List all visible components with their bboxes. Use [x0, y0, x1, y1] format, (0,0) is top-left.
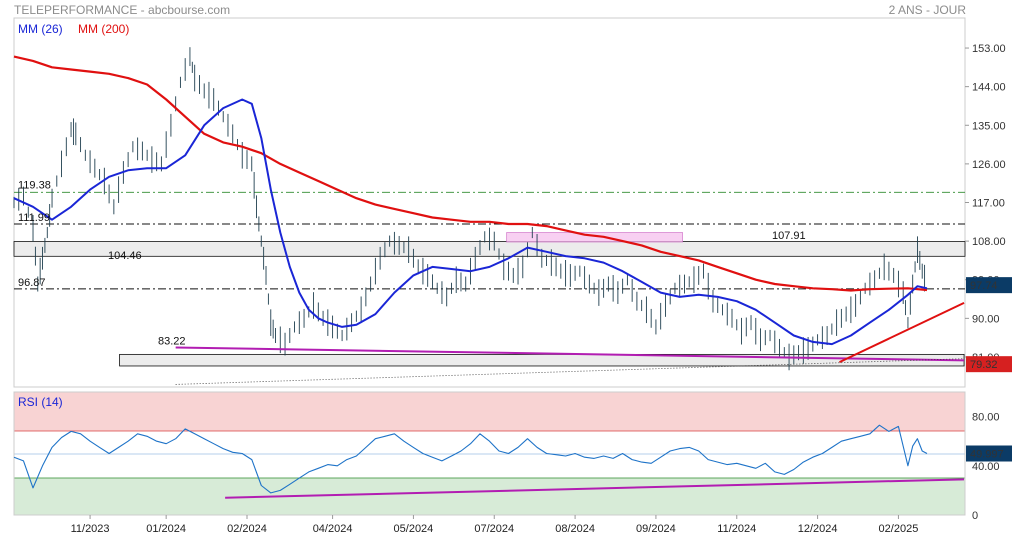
- level-label-96.87: 96.87: [18, 277, 46, 289]
- rsi-legend: RSI (14): [18, 395, 63, 409]
- ma200-line: [13, 55, 928, 292]
- level-label-119.38: 119.38: [18, 179, 51, 191]
- x-tick-label: 09/2024: [636, 523, 676, 535]
- level-label-83.22: 83.22: [158, 335, 186, 347]
- x-tick-label: 05/2024: [394, 523, 434, 535]
- level-label-107.91: 107.91: [772, 230, 806, 242]
- rsi-last-label: 49.997: [970, 449, 1004, 461]
- lower-level-label: 79.32: [970, 359, 998, 371]
- ma200-legend: MM (200): [78, 22, 130, 36]
- level-label-104.46: 104.46: [108, 250, 142, 262]
- chart-source-title: TELEPERFORMANCE - abcbourse.com: [14, 3, 231, 17]
- x-tick-label: 08/2024: [555, 523, 595, 535]
- x-tick-label: 11/2023: [71, 523, 110, 535]
- y-tick-label: 135.00: [972, 120, 1006, 132]
- rsi-y-tick-label: 0: [972, 510, 978, 522]
- rsi-y-tick-label: 80.00: [972, 412, 1000, 424]
- x-tick-label: 12/2024: [798, 523, 838, 535]
- x-tick-label: 02/2024: [227, 523, 267, 535]
- rsi-y-tick-label: 40.00: [972, 461, 1000, 473]
- x-tick-label: 04/2024: [313, 523, 353, 535]
- support-zone: [119, 353, 965, 367]
- last-price-label-bg: [966, 277, 1012, 294]
- y-tick-label: 90.00: [972, 313, 1000, 325]
- period-label: 2 ANS - JOUR: [888, 3, 966, 17]
- y-tick-label: 108.00: [972, 236, 1006, 248]
- support-trendline: [175, 346, 965, 362]
- x-tick-label: 01/2024: [146, 523, 186, 535]
- y-tick-label: 117.00: [972, 198, 1005, 210]
- level-label-111.99: 111.99: [18, 212, 50, 224]
- rsi-line: [13, 424, 928, 494]
- dotted-trendline: [175, 358, 965, 385]
- ma26-legend: MM (26): [18, 22, 63, 36]
- rising-trendline: [839, 301, 965, 364]
- y-tick-label: 153.00: [972, 43, 1006, 55]
- x-tick-label: 07/2024: [474, 523, 514, 535]
- rsi-last-label-bg: [966, 445, 1012, 462]
- x-tick-label: 02/2025: [879, 523, 919, 535]
- rsi-panel-frame: [13, 391, 966, 516]
- last-price-label: 97.74: [970, 280, 998, 292]
- rsi-support-trendline: [225, 478, 965, 499]
- highlight-zone: [506, 232, 683, 243]
- lower-level-label-bg: [966, 356, 1012, 373]
- rsi-overbought-band: [14, 392, 965, 431]
- ma26-line: [13, 98, 928, 346]
- y-tick-label: 126.00: [972, 159, 1006, 171]
- y-tick-label: 144.00: [972, 82, 1006, 94]
- x-tick-label: 11/2024: [717, 523, 756, 535]
